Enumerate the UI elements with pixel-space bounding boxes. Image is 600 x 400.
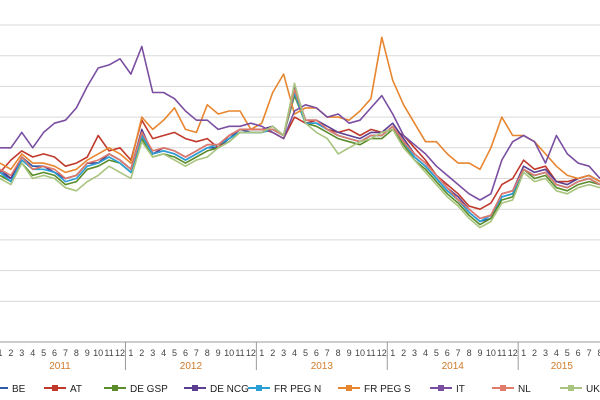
month-tick-label: 2 <box>8 348 13 358</box>
month-tick-label: 10 <box>486 348 496 358</box>
month-tick-label: 2 <box>401 348 406 358</box>
legend-label: IT <box>456 384 465 395</box>
year-label: 2015 <box>551 361 574 372</box>
month-tick-label: 7 <box>456 348 461 358</box>
x-axis <box>0 341 600 370</box>
legend-item-fr-peg-n: FR PEG N <box>248 384 321 395</box>
month-tick-label: 4 <box>292 348 297 358</box>
legend-swatch-marker <box>192 385 198 391</box>
month-tick-label: 11 <box>104 348 113 358</box>
month-tick-label: 3 <box>19 348 24 358</box>
year-label: 2014 <box>442 361 465 372</box>
legend-label: AT <box>70 384 82 395</box>
month-tick-label: 12 <box>508 348 518 358</box>
month-tick-label: 2 <box>270 348 275 358</box>
year-labels: 2011 2012 2013 2014 2015 <box>49 361 573 372</box>
legend-item-be: BE <box>0 384 26 395</box>
month-tick-label: 12 <box>377 348 387 358</box>
month-tick-label: 3 <box>543 348 548 358</box>
year-label: 2013 <box>311 361 334 372</box>
series-line-at <box>0 116 600 210</box>
month-tick-label: 5 <box>303 348 308 358</box>
legend-swatch-marker <box>256 385 262 391</box>
month-tick-label: 5 <box>172 348 177 358</box>
month-tick-label: 1 <box>390 348 395 358</box>
month-tick-label: 10 <box>224 348 234 358</box>
legend-swatch-marker <box>346 385 352 391</box>
legend-label: BE <box>12 384 26 395</box>
month-tick-label: 6 <box>445 348 450 358</box>
month-tick-label: 3 <box>150 348 155 358</box>
legend-label: FR PEG N <box>274 384 321 395</box>
month-tick-label: 1 <box>521 348 526 358</box>
month-tick-label: 4 <box>554 348 559 358</box>
month-tick-label: 6 <box>576 348 581 358</box>
month-tick-label: 3 <box>281 348 286 358</box>
month-tick-label: 5 <box>434 348 439 358</box>
month-tick-label: 9 <box>347 348 352 358</box>
month-tick-label: 4 <box>423 348 428 358</box>
legend-swatch-marker <box>568 385 574 391</box>
legend-label: UK <box>586 384 600 395</box>
month-tick-label: 8 <box>467 348 472 358</box>
legend-label: DE NCG <box>210 384 249 395</box>
month-tick-label: 9 <box>216 348 221 358</box>
month-tick-label: 4 <box>30 348 35 358</box>
legend-item-fr-peg-s: FR PEG S <box>338 384 411 395</box>
month-tick-label: 11 <box>235 348 244 358</box>
legend-swatch-marker <box>52 385 58 391</box>
month-tick-label: 10 <box>355 348 365 358</box>
month-tick-label: 2 <box>139 348 144 358</box>
series-line-uk <box>0 82 600 229</box>
legend-label: DE GSP <box>130 384 168 395</box>
legend-swatch-marker <box>438 385 444 391</box>
year-label: 2011 <box>49 361 71 372</box>
month-tick-label: 7 <box>587 348 592 358</box>
legend-label: FR PEG S <box>364 384 411 395</box>
month-tick-label: 8 <box>336 348 341 358</box>
month-tick-label: 10 <box>93 348 103 358</box>
month-tick-label: 12 <box>246 348 256 358</box>
month-tick-label: 6 <box>52 348 57 358</box>
month-tick-label: 7 <box>194 348 199 358</box>
series-line-fr-peg-s <box>0 36 600 183</box>
series-line-it <box>0 45 600 201</box>
month-tick-label: 11 <box>366 348 375 358</box>
series-lines <box>0 36 600 229</box>
legend-item-nl: NL <box>492 384 531 395</box>
gridlines <box>0 24 600 302</box>
month-tick-label: 1 <box>0 348 3 358</box>
month-tick-label: 8 <box>74 348 79 358</box>
legend-label: NL <box>518 384 531 395</box>
month-tick-label: 9 <box>477 348 482 358</box>
month-tick-label: 2 <box>532 348 537 358</box>
month-tick-label: 12 <box>115 348 125 358</box>
year-label: 2012 <box>180 361 203 372</box>
legend-item-uk: UK <box>560 384 600 395</box>
legend-item-de-gsp: DE GSP <box>104 384 168 395</box>
legend: BE AT DE GSP DE NCG FR PEG N FR PEG S IT NL UK <box>0 384 600 395</box>
legend-item-at: AT <box>44 384 82 395</box>
legend-swatch-marker <box>112 385 118 391</box>
month-tick-label: 8 <box>205 348 210 358</box>
legend-swatch-marker <box>500 385 506 391</box>
month-tick-label: 7 <box>63 348 68 358</box>
month-tick-label: 6 <box>183 348 188 358</box>
month-tick-label: 1 <box>128 348 133 358</box>
month-tick-label: 3 <box>412 348 417 358</box>
series-line-de-gsp <box>0 94 600 226</box>
month-tick-label: 9 <box>85 348 90 358</box>
month-tick-label: 7 <box>325 348 330 358</box>
month-tick-label: 4 <box>161 348 166 358</box>
month-tick-label: 8 <box>597 348 600 358</box>
legend-item-it: IT <box>430 384 465 395</box>
month-tick-label: 6 <box>314 348 319 358</box>
month-tick-label: 5 <box>41 348 46 358</box>
month-tick-label: 1 <box>259 348 264 358</box>
month-tick-label: 11 <box>497 348 506 358</box>
month-tick-label: 5 <box>565 348 570 358</box>
legend-item-de-ncg: DE NCG <box>184 384 249 395</box>
x-tick-labels: 1234567891011121234567891011121234567891… <box>0 348 600 358</box>
